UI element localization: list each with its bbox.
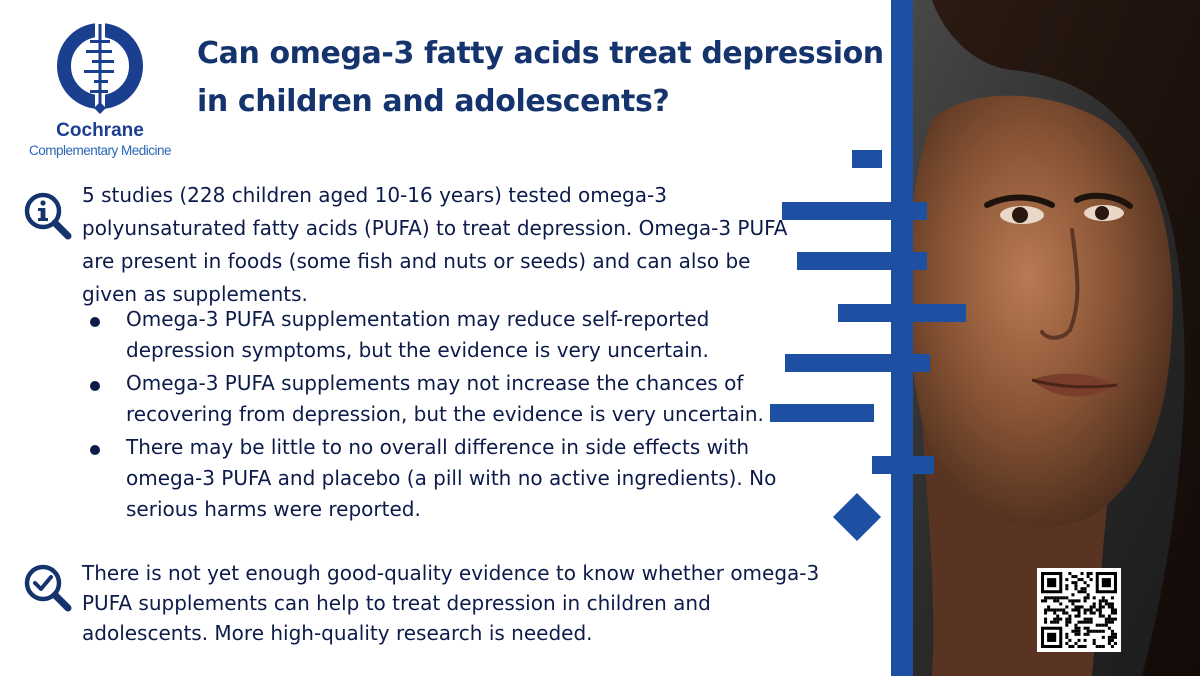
bullet-dot-icon [90,445,100,455]
cochrane-emblem-icon [57,22,143,118]
findings-list: Omega-3 PUFA supplementation may reduce … [80,304,810,527]
decor-dash [838,304,966,322]
magnifier-info-icon [24,192,72,240]
logo-name: Cochrane [56,120,144,141]
bullet-dot-icon [90,317,100,327]
finding-item: There may be little to no overall differ… [80,432,810,525]
finding-item: Omega-3 PUFA supplements may not increas… [80,368,810,430]
decor-dash [797,252,927,270]
finding-item: Omega-3 PUFA supplementation may reduce … [80,304,810,366]
finding-text: There may be little to no overall differ… [126,435,777,521]
finding-text: Omega-3 PUFA supplementation may reduce … [126,307,710,362]
decor-diamond [832,492,882,542]
conclusion-text: There is not yet enough good-quality evi… [82,561,820,645]
decor-dash [770,404,874,422]
bullet-dot-icon [90,381,100,391]
intro-text: 5 studies (228 children aged 10-16 years… [82,183,788,306]
qr-code[interactable] [1037,568,1121,652]
page-title: Can omega-3 fatty acids treat depression… [197,36,884,119]
decor-dash [785,354,930,372]
magnifier-check-icon [24,564,72,612]
decor-dash [782,202,927,220]
finding-text: Omega-3 PUFA supplements may not increas… [126,371,764,426]
decor-dash [872,456,934,474]
brand-vertical-bar [891,0,913,676]
logo-subtitle: Complementary Medicine [28,143,172,158]
qr-code-icon [1041,572,1117,648]
decor-dash [852,150,882,168]
